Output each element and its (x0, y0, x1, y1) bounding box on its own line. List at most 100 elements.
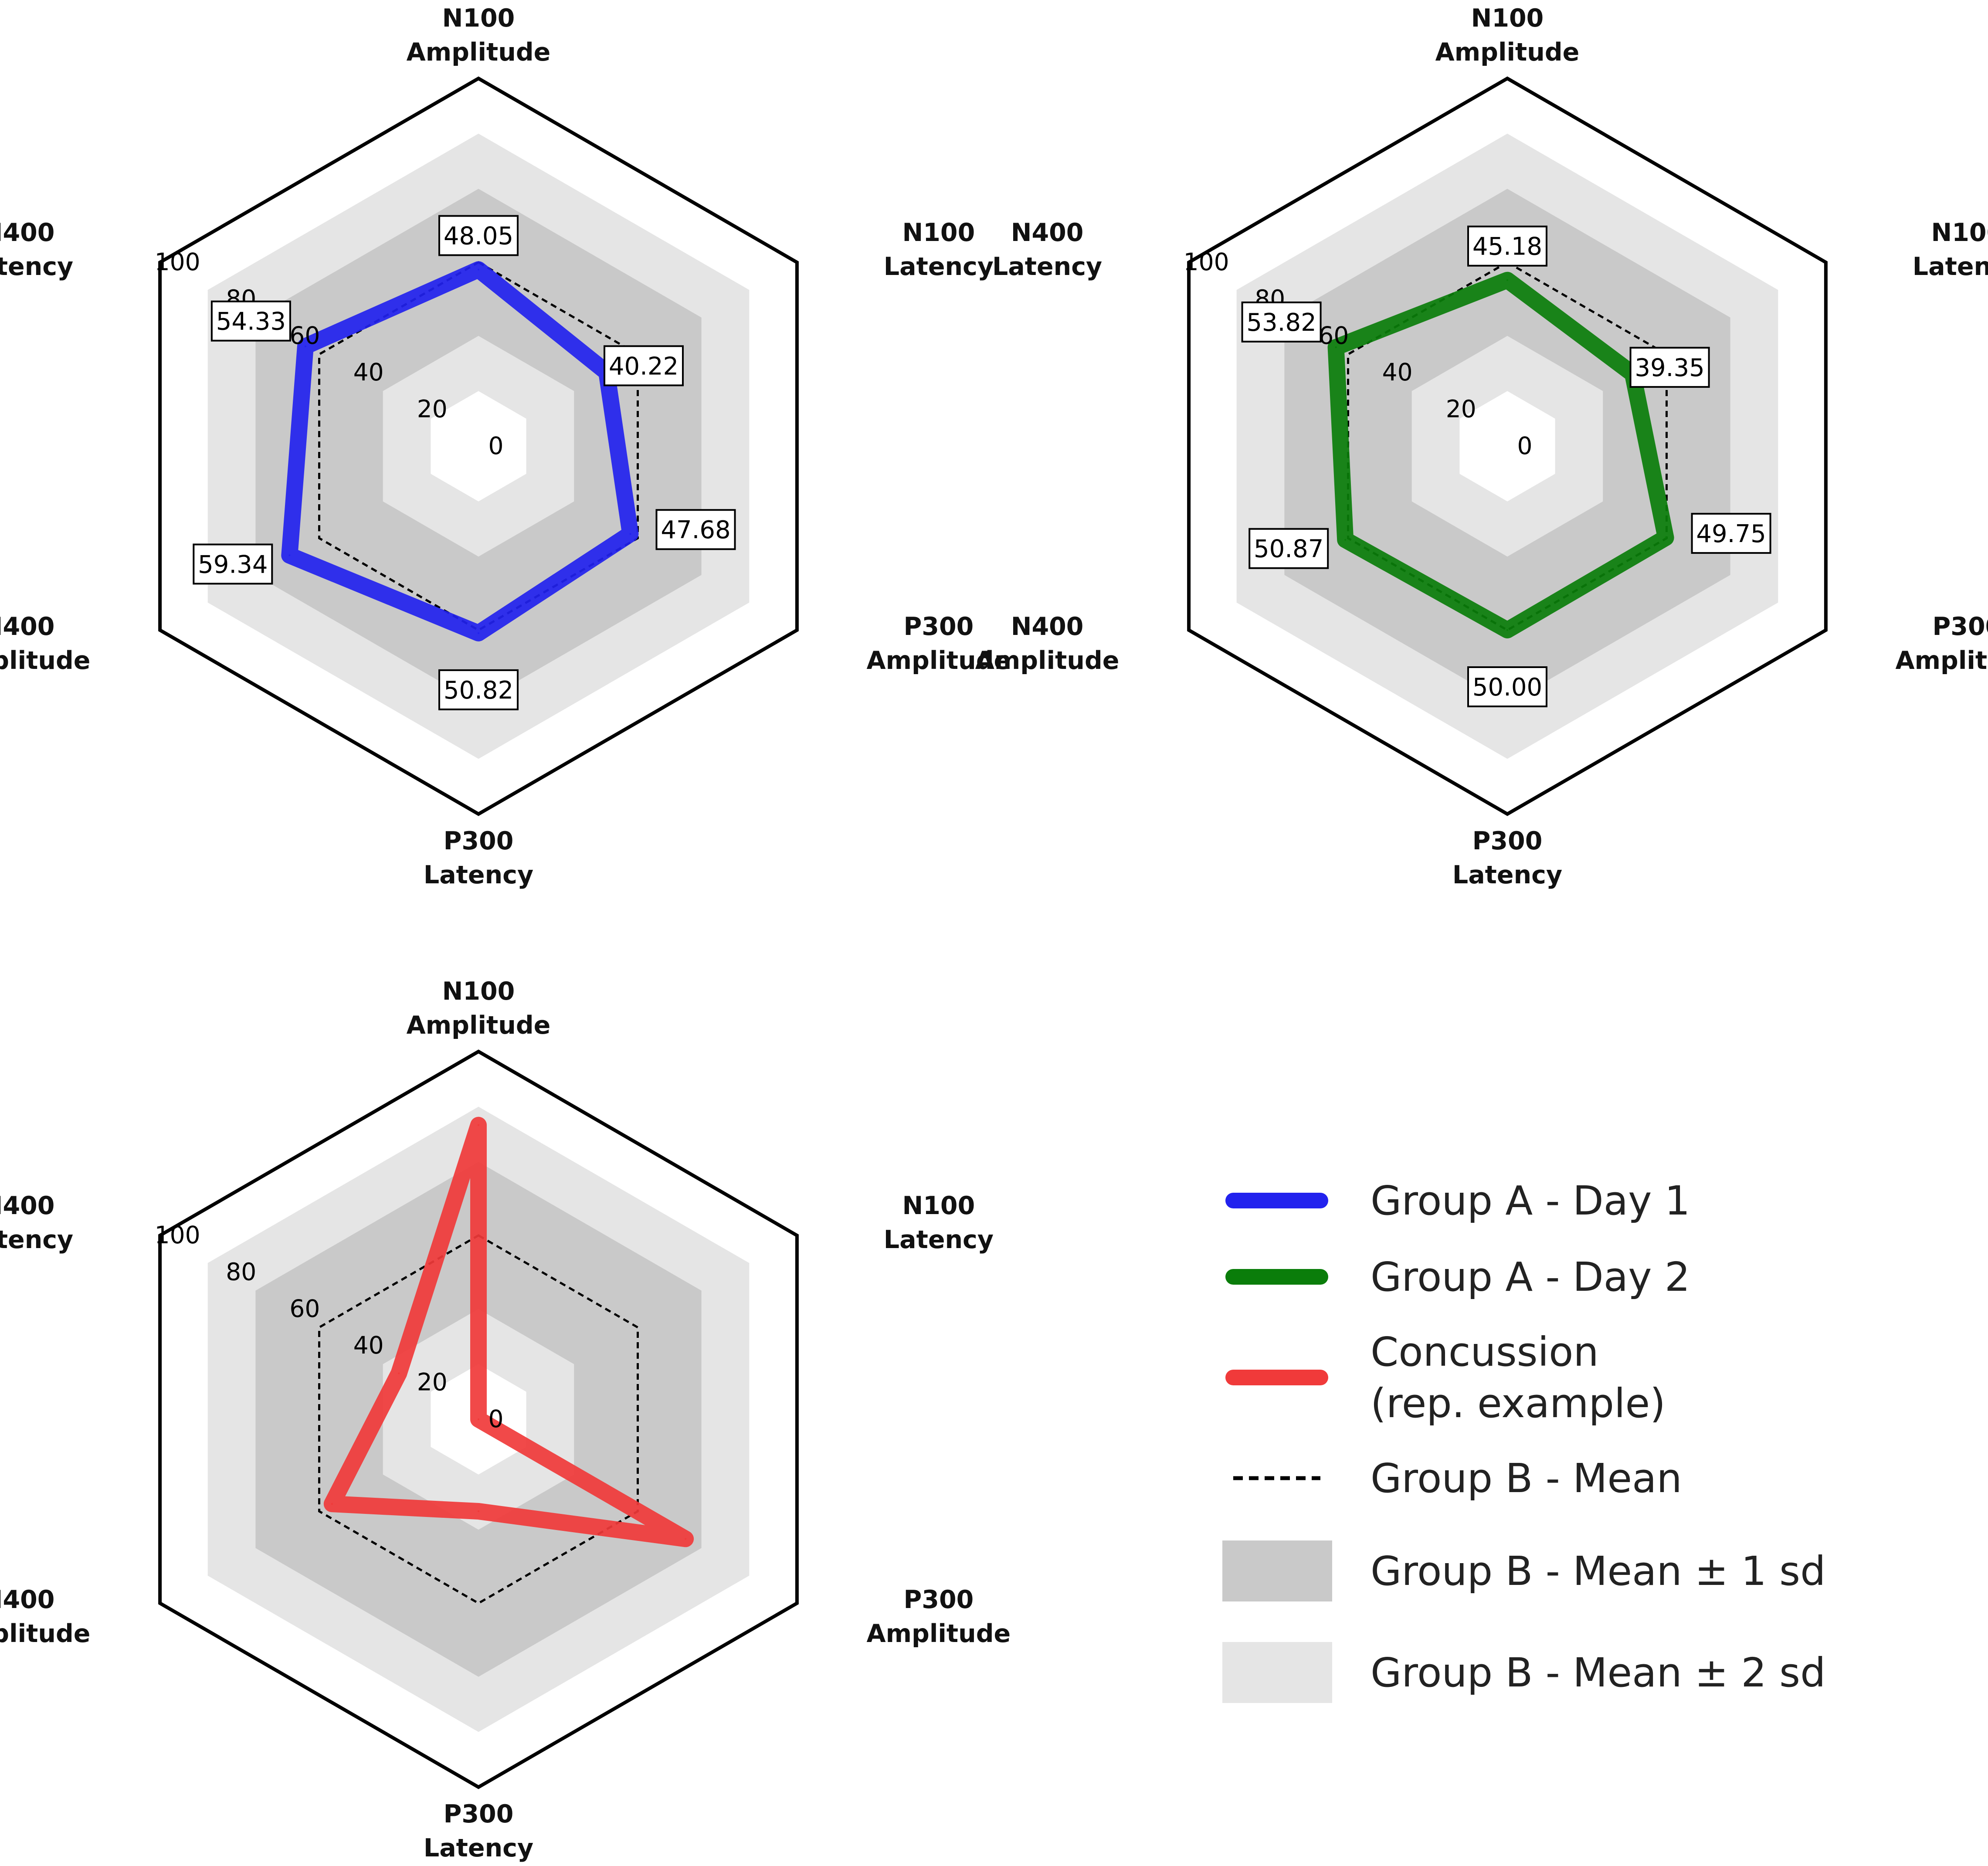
value-label: 53.82 (1246, 309, 1316, 337)
tick-label: 60 (289, 1295, 320, 1323)
series-point (1665, 536, 1667, 539)
legend-label: Group A - Day 2 (1371, 1254, 1690, 1300)
radar-panel: 02040608010048.0540.2247.6850.8259.3454.… (0, 4, 1011, 889)
legend-label: Concussion (1371, 1329, 1599, 1375)
axis-label: N400 (1011, 218, 1084, 247)
series-point (685, 1538, 687, 1540)
legend: Group A - Day 1 Group A - Day 2 Concussion… (1222, 1177, 1825, 1703)
value-label: 50.00 (1472, 673, 1542, 702)
band-2sd-inner (431, 391, 526, 502)
outer-hexagon (158, 1049, 799, 1789)
series-point (1506, 629, 1508, 631)
axis-label: N400 (0, 218, 54, 247)
tick-label: 60 (1318, 322, 1349, 349)
value-label: 45.18 (1472, 233, 1542, 261)
axis-label: P300 (904, 612, 974, 641)
outer-hexagon (158, 76, 799, 816)
tick-label: 0 (1517, 432, 1533, 460)
axis-label: N100 (442, 977, 515, 1006)
axis-label: Amplitude (407, 38, 551, 67)
tick-label: 80 (226, 1258, 256, 1286)
legend-label: Group A - Day 1 (1371, 1177, 1690, 1224)
axis-label: Amplitude (975, 646, 1120, 675)
series-point (478, 632, 479, 634)
value-label: 47.68 (661, 516, 730, 544)
tick-label: 40 (353, 1331, 384, 1359)
legend-label: Group B - Mean ± 2 sd (1371, 1649, 1825, 1696)
tick-label: 20 (417, 1368, 448, 1396)
value-label: 59.34 (198, 550, 268, 579)
axis-label: N100 (1931, 218, 1988, 247)
tick-label: 100 (155, 248, 200, 276)
legend-label: Group B - Mean (1371, 1455, 1682, 1502)
axis-label: Latency (424, 1834, 533, 1863)
band-2sd-inner (1459, 391, 1555, 502)
tick-label: 40 (1382, 358, 1413, 386)
axis-label: N400 (0, 612, 54, 641)
series-point (478, 1124, 479, 1126)
series-point (478, 1418, 479, 1420)
value-label-box (1629, 346, 1710, 388)
axis-label: Latency (0, 1225, 73, 1254)
tick-label: 0 (489, 432, 504, 460)
value-label-box (604, 345, 684, 387)
legend-label: (rep. example) (1371, 1380, 1666, 1427)
axis-label: Latency (884, 252, 994, 281)
outer-hexagon (1187, 76, 1828, 816)
axis-label: Amplitude (0, 1619, 90, 1648)
value-label: 48.05 (444, 222, 513, 251)
series-point (398, 1372, 400, 1374)
axis-label: N400 (1011, 612, 1084, 641)
value-label: 50.87 (1254, 535, 1323, 563)
series-point (1506, 279, 1508, 281)
axis-label: N100 (1471, 4, 1544, 33)
axis-label: N100 (442, 4, 515, 33)
axis-label: N400 (0, 1191, 54, 1220)
axis-label: N400 (0, 1585, 54, 1614)
radar-panel: 02040608010045.1839.3549.7550.0050.8753.… (975, 4, 1988, 889)
value-label-box (1691, 512, 1771, 554)
value-label-box (1241, 301, 1322, 343)
series-point (478, 268, 479, 271)
value-label-box (1467, 666, 1547, 707)
tick-label: 0 (489, 1405, 504, 1433)
axis-label: Latency (884, 1225, 994, 1254)
series-point (629, 533, 631, 535)
value-label: 49.75 (1696, 520, 1766, 548)
series-point (478, 1510, 479, 1512)
axis-label: N100 (902, 218, 975, 247)
axis-label: Latency (1913, 252, 1988, 281)
axis-label: Latency (992, 252, 1102, 281)
axis-label: N100 (902, 1191, 975, 1220)
series-point (1344, 539, 1347, 541)
tick-label: 20 (1446, 395, 1476, 423)
axis-label: Amplitude (0, 646, 90, 675)
axis-label: Amplitude (1435, 38, 1580, 67)
axis-label: P300 (1933, 612, 1988, 641)
tick-label: 100 (155, 1221, 200, 1249)
value-label: 54.33 (216, 308, 286, 336)
axis-label: P300 (444, 827, 514, 855)
legend-box-symbol (1222, 1540, 1332, 1601)
axis-label: Amplitude (867, 646, 1011, 675)
value-label-box (1248, 528, 1329, 569)
tick-label: 40 (353, 358, 384, 386)
axis-label: P300 (904, 1585, 974, 1614)
axis-label: Amplitude (1896, 646, 1988, 675)
value-label-box (193, 543, 273, 585)
axis-label: P300 (444, 1800, 514, 1829)
legend-box-symbol (1222, 1642, 1332, 1703)
value-label-box (1467, 225, 1547, 267)
value-label-box (438, 669, 519, 710)
series-point (331, 1503, 333, 1505)
axis-label: P300 (1472, 827, 1543, 855)
legend-label: Group B - Mean ± 1 sd (1371, 1548, 1825, 1595)
series-point (288, 554, 291, 556)
value-label: 50.82 (444, 676, 513, 705)
value-label-box (438, 215, 519, 256)
axis-label: Amplitude (407, 1011, 551, 1040)
radar-panel: 0 20 40 60 80 100 N100 Amplitude N100 Latency P300… (0, 977, 1011, 1863)
value-label-box (210, 300, 291, 342)
axis-label: Latency (1452, 861, 1562, 889)
